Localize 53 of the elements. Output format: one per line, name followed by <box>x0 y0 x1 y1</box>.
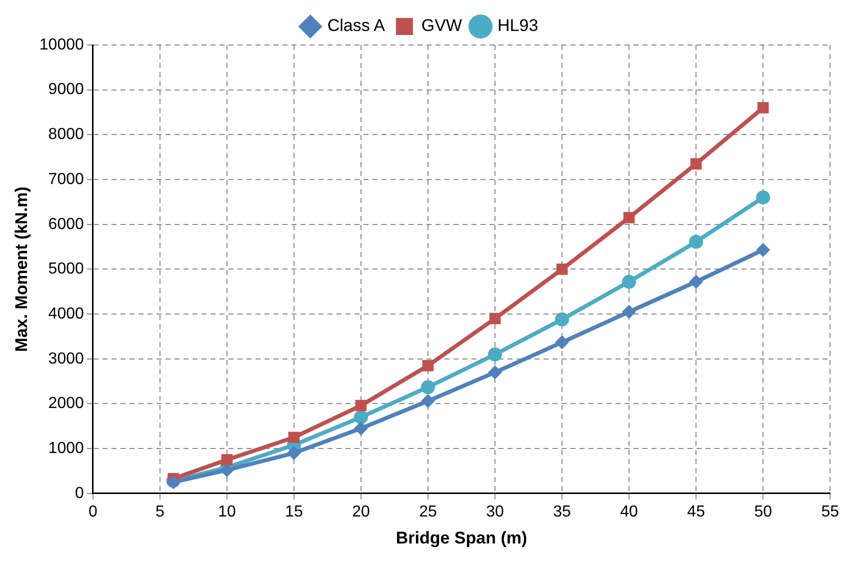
point <box>354 421 368 436</box>
point <box>622 304 636 319</box>
y-tick-label: 6000 <box>48 216 84 233</box>
point <box>690 158 702 170</box>
y-tick-label: 8000 <box>48 126 84 144</box>
x-axis-title: Bridge Span (m) <box>396 528 528 548</box>
x-tick-label: 25 <box>419 503 437 520</box>
point <box>355 400 367 412</box>
point <box>286 446 301 460</box>
legend-label: Class A <box>327 16 386 36</box>
y-tick-label: 2000 <box>48 395 84 412</box>
x-tick-label: 20 <box>352 503 370 520</box>
x-tick-label: 15 <box>285 503 303 520</box>
y-tick-label: 7000 <box>48 170 84 188</box>
y-tick-label: 10000 <box>39 36 84 54</box>
x-tick-label: 45 <box>687 503 706 520</box>
x-tick-label: 10 <box>218 503 236 520</box>
point <box>623 212 635 224</box>
legend-label: HL93 <box>498 16 538 36</box>
point <box>220 463 234 478</box>
y-tick-label: 4000 <box>48 305 84 322</box>
x-tick-label: 50 <box>754 503 772 520</box>
point <box>555 335 570 350</box>
point <box>488 347 502 362</box>
y-tick-label: 9000 <box>48 81 84 98</box>
point <box>689 274 704 289</box>
y-tick-label: 5000 <box>48 260 84 278</box>
point <box>422 360 434 372</box>
legend-label: GVW <box>421 16 462 36</box>
y-tick-label: 0 <box>74 484 84 502</box>
x-tick-label: 30 <box>486 503 504 520</box>
x-tick-label: 35 <box>553 503 572 520</box>
point <box>757 102 769 114</box>
point <box>756 190 770 204</box>
point <box>221 454 233 466</box>
x-tick-label: 5 <box>155 503 164 520</box>
point <box>288 432 300 444</box>
point <box>420 380 435 394</box>
point <box>420 394 435 408</box>
point <box>689 234 704 249</box>
x-tick-label: 40 <box>620 503 638 520</box>
x-tick-label: 0 <box>88 503 98 520</box>
x-tick-label: 55 <box>821 503 840 520</box>
point <box>555 312 570 326</box>
point <box>354 410 368 424</box>
point <box>488 365 502 380</box>
y-tick-label: 1000 <box>48 440 84 457</box>
point <box>489 312 501 324</box>
point <box>556 264 568 275</box>
y-tick-label: 3000 <box>48 350 84 368</box>
point <box>622 274 636 289</box>
point <box>756 242 770 257</box>
y-axis-title: Max. Moment (kN.m) <box>12 186 31 352</box>
